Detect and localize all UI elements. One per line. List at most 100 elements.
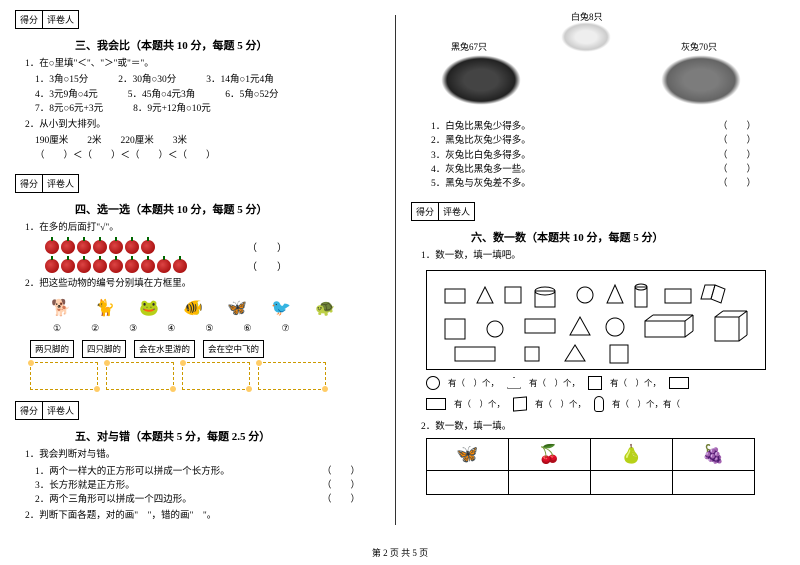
text: 2．黑兔比灰兔少得多。 [431, 136, 531, 146]
cylinder-icon [594, 396, 604, 412]
grader-label: 评卷人 [43, 11, 78, 28]
page-footer: 第 2 页 共 5 页 [0, 546, 800, 559]
apple-icon [77, 259, 91, 273]
grader-label: 评卷人 [43, 402, 78, 419]
q5-1-1: 1．两个一样大的正方形可以拼成一个长方形。（ ） [35, 465, 380, 479]
rabbit-q2: 2．黑兔比灰兔少得多。（ ） [431, 134, 776, 148]
answer-box[interactable] [182, 362, 250, 390]
blank-cell[interactable] [673, 470, 755, 494]
text: 有（ ）个， [454, 398, 505, 410]
black-rabbit-icon [441, 55, 521, 105]
cuboid-icon [669, 377, 689, 389]
right-column: 白兔8只 黑兔67只 灰兔70只 1．白兔比黑兔少得多。（ ） 2．黑兔比灰兔少… [396, 0, 791, 540]
q6-2: 2．数一数，填一填。 [421, 420, 776, 434]
text: 5．黑兔与灰兔差不多。 [431, 179, 531, 189]
black-rabbit-label: 黑兔67只 [451, 40, 487, 53]
answer-box[interactable] [106, 362, 174, 390]
gray-rabbit-icon [661, 55, 741, 105]
cat-label: 会在空中飞的 [203, 340, 264, 358]
num: ① [53, 323, 61, 334]
text: 2．两个三角形可以拼成一个四边形。 [35, 495, 192, 505]
text: 有（ ）个， [535, 398, 586, 410]
q3-1-row1: 1．3角○15分 2．30角○30分 3．14角○1元4角 [35, 73, 380, 87]
turtle-icon: 🐢 [309, 297, 341, 319]
left-column: 得分 评卷人 三、我会比（本题共 10 分，每题 5 分） 1．在○里填"＜"、… [0, 0, 395, 540]
text: 有（ ）个， [610, 377, 661, 389]
shapes-box [426, 270, 766, 370]
score-box-3: 得分 评卷人 [15, 10, 79, 29]
white-rabbit-icon [561, 22, 611, 52]
circle-icon [426, 376, 440, 390]
score-label: 得分 [412, 203, 439, 220]
apple-icon [45, 240, 59, 254]
num: ⑤ [205, 323, 213, 334]
butterfly-icon: 🦋 [221, 297, 253, 319]
answer-box[interactable] [258, 362, 326, 390]
apple-icon [141, 240, 155, 254]
paren: （ ） [718, 149, 756, 163]
paren: （ ） [718, 163, 756, 177]
q3-2-vals: 190厘米 2米 220厘米 3米 [35, 134, 380, 148]
q5-1-3: 2．两个三角形可以拼成一个四边形。 （ ） [35, 493, 380, 507]
apple-row-2: （ ） [45, 258, 380, 273]
q3-2: 2．从小到大排列。 [25, 118, 380, 132]
cat-icon: 🐈 [89, 297, 121, 319]
text: 3．灰兔比白兔多得多。 [431, 151, 531, 161]
paren: （ ） [322, 479, 360, 493]
apple-icon [61, 259, 75, 273]
text: 有（ ）个，有（ [612, 398, 680, 410]
blank-cell[interactable] [591, 470, 673, 494]
apple-row-1: （ ） [45, 239, 380, 254]
shapes-svg [435, 279, 765, 369]
item: 2．30角○30分 [118, 73, 176, 87]
section-3-title: 三、我会比（本题共 10 分，每题 5 分） [75, 37, 380, 53]
cube-icon [513, 396, 527, 411]
q6-1: 1．数一数，填一填吧。 [421, 249, 776, 263]
cat-label: 四只脚的 [82, 340, 126, 358]
butterfly-cell: 🦋 [427, 438, 509, 470]
apple-icon [157, 259, 171, 273]
grader-label: 评卷人 [43, 175, 78, 192]
section-5-title: 五、对与错（本题共 5 分，每题 2.5 分） [75, 428, 380, 444]
table-row: 🦋 🍒 🍐 🍇 [427, 438, 755, 470]
q3-1-row3: 7．8元○6元+3元 8．9元+12角○10元 [35, 102, 380, 116]
text: 4．灰兔比黑兔多一些。 [431, 165, 531, 175]
num: ② [91, 323, 99, 334]
q3-1: 1．在○里填"＜"、"＞"或"＝"。 [25, 57, 380, 71]
apple-icon [173, 259, 187, 273]
text: 有（ ）个， [529, 377, 580, 389]
blank-cell[interactable] [427, 470, 509, 494]
score-box-5: 得分 评卷人 [15, 401, 79, 420]
answer-box[interactable] [30, 362, 98, 390]
num: ⑦ [281, 323, 289, 334]
paren: （ ） [322, 465, 360, 479]
apple-icon [93, 259, 107, 273]
count-table: 🦋 🍒 🍐 🍇 [426, 438, 755, 495]
dash-boxes [30, 362, 380, 390]
apple-icon [125, 259, 139, 273]
apple-icon [45, 259, 59, 273]
num: ③ [129, 323, 137, 334]
triangle-icon [507, 377, 521, 389]
item: 1．3角○15分 [35, 73, 88, 87]
num: ⑥ [243, 323, 251, 334]
paren: （ ） [247, 258, 287, 273]
rabbit-q1: 1．白兔比黑兔少得多。（ ） [431, 120, 776, 134]
q5-1: 1．我会判断对与错。 [25, 448, 380, 462]
text: 1．白兔比黑兔少得多。 [431, 122, 531, 132]
apple-icon [125, 240, 139, 254]
blank-cell[interactable] [509, 470, 591, 494]
q4-1: 1．在多的后面打"√"。 [25, 221, 380, 235]
item: 6．5角○52分 [225, 88, 278, 102]
num: ④ [167, 323, 175, 334]
paren: （ ） [322, 493, 360, 507]
q4-2: 2．把这些动物的编号分别填在方框里。 [25, 277, 380, 291]
item: 4．3元9角○4元 [35, 88, 98, 102]
animal-numbers: ① ② ③ ④ ⑤ ⑥ ⑦ [53, 323, 380, 334]
q3-2-blanks: （ ）＜（ ）＜（ ）＜（ ） [35, 149, 380, 163]
page: 得分 评卷人 三、我会比（本题共 10 分，每题 5 分） 1．在○里填"＜"、… [0, 0, 800, 540]
apple-icon [61, 240, 75, 254]
frog-icon: 🐸 [133, 297, 165, 319]
section-6-title: 六、数一数（本题共 10 分，每题 5 分） [471, 229, 776, 245]
score-label: 得分 [16, 402, 43, 419]
